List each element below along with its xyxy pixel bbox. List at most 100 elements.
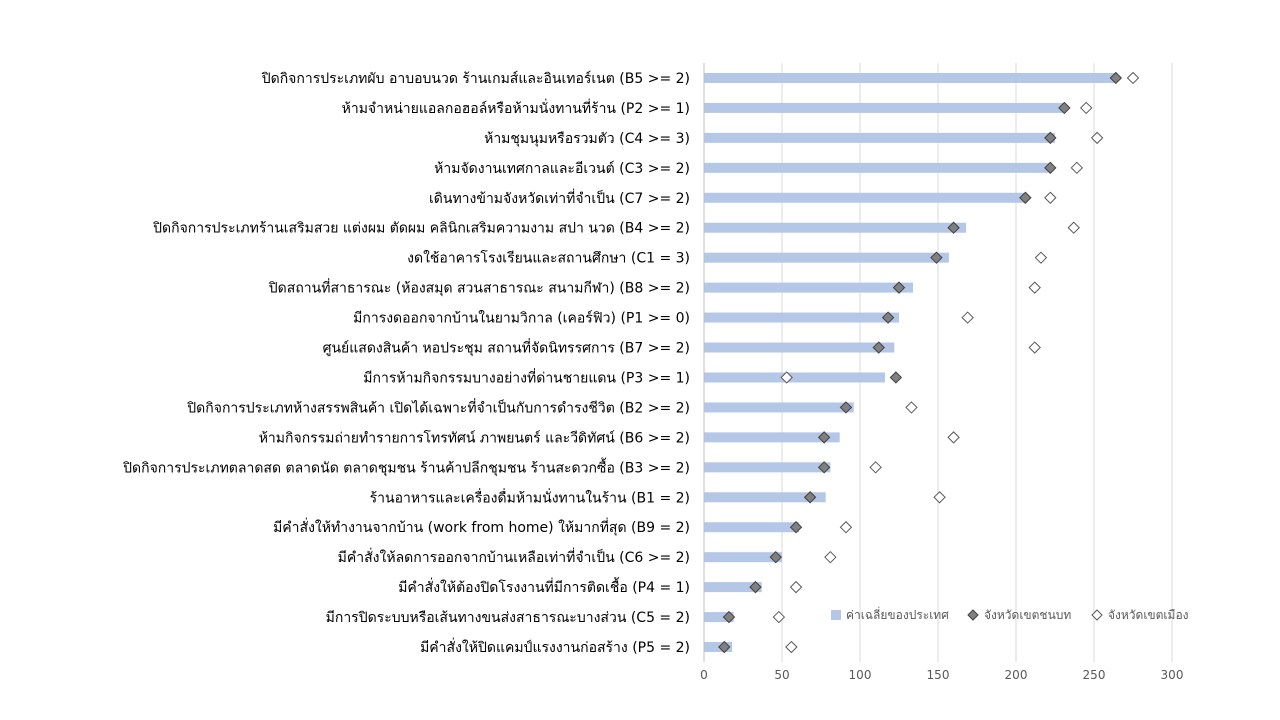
gridlines	[781, 63, 1173, 662]
marker-rural	[947, 221, 960, 234]
category-label: มีคำสั่งให้ต้องปิดโรงงานที่มีการติดเชื้อ…	[398, 577, 690, 596]
marker-rural	[889, 371, 903, 384]
marker-rural	[1109, 71, 1123, 85]
x-tick-label: 300	[1161, 668, 1184, 682]
marker-urban	[1044, 191, 1057, 204]
category-label: ปิดกิจการประเภทตลาดสด ตลาดนัด ตลาดชุมชน …	[123, 457, 690, 476]
bar-national-average	[704, 132, 1055, 143]
category-label: มีคำสั่งให้ลดการออกจากบ้านเหลือเท่าที่จำ…	[338, 548, 690, 566]
bar-national-average	[704, 312, 899, 323]
marker-urban	[947, 431, 960, 444]
x-tick-label: 200	[1005, 668, 1028, 682]
bar-national-average	[704, 372, 885, 383]
category-labels: ปิดกิจการประเภทผับ อาบอบนวด ร้านเกมส์และ…	[123, 70, 690, 656]
marker-rural	[872, 341, 885, 354]
marker-rural	[769, 550, 782, 564]
marker-rural	[892, 281, 906, 294]
bar-national-average	[704, 342, 895, 353]
category-label: ห้ามจัดงานเทศกาลและอีเวนต์ (C3 >= 2)	[434, 160, 690, 177]
category-label: มีการงดออกจากบ้านในยามวิกาล (เคอร์ฟิว) (…	[353, 310, 690, 327]
marker-rural	[718, 640, 731, 654]
bar-national-average	[704, 612, 734, 623]
marker-rural	[1044, 131, 1057, 145]
marker-rural	[789, 521, 803, 534]
category-label: มีการห้ามกิจกรรมบางอย่างที่ด่านชายแดน (P…	[363, 368, 690, 386]
marker-urban	[785, 640, 798, 654]
category-label: ศูนย์แสดงสินค้า หอประชุม สถานที่จัดนิทรร…	[323, 339, 690, 357]
marker-rural	[881, 311, 895, 324]
marker-rural	[930, 251, 943, 264]
marker-urban	[1079, 101, 1093, 115]
category-label: ห้ามชุมนุมหรือรวมตัว (C4 >= 3)	[484, 131, 690, 147]
marker-urban	[1028, 341, 1041, 354]
x-tick-label: 0	[700, 668, 708, 682]
marker-urban	[905, 401, 918, 414]
bar-national-average	[704, 192, 1027, 203]
marker-rural	[1019, 191, 1032, 204]
bar-national-average	[704, 222, 967, 233]
category-label: เดินทางข้ามจังหวัดเท่าที่จำเป็น (C7 >= 2…	[429, 189, 690, 207]
category-label: ปิดสถานที่สาธารณะ (ห้องสมุด สวนสาธารณะ ส…	[268, 279, 690, 297]
category-label: มีคำสั่งให้ทำงานจากบ้าน (work from home)…	[273, 518, 690, 536]
marker-urban	[1034, 251, 1048, 264]
legend-swatch-bar	[831, 610, 841, 620]
marker-urban	[1070, 161, 1084, 175]
marker-urban	[789, 580, 803, 594]
x-tick-labels: 0 50 100 150 200 250 300	[700, 668, 1183, 682]
bar-national-average	[704, 492, 826, 503]
legend-label: ค่าเฉลี่ยของประเทศ	[846, 606, 949, 622]
bar-national-average	[704, 252, 949, 263]
bar-national-average	[704, 432, 840, 443]
x-tick-label: 150	[927, 668, 950, 682]
bar-national-average	[704, 162, 1052, 173]
marker-series	[718, 71, 1140, 654]
x-tick-label: 100	[849, 668, 872, 682]
marker-rural	[839, 401, 853, 414]
legend: ค่าเฉลี่ยของประเทศ จังหวัดเขตชนบท จังหวัดเ…	[831, 606, 1189, 622]
bar-national-average	[704, 642, 733, 653]
marker-rural	[722, 610, 736, 624]
marker-urban	[780, 371, 793, 384]
bar-national-average	[704, 72, 1118, 83]
bar-national-average	[704, 282, 914, 293]
marker-urban	[869, 461, 882, 474]
legend-swatch-rural	[967, 609, 979, 621]
x-tick-label: 50	[774, 668, 789, 682]
bar-national-average	[704, 582, 762, 593]
category-label: มีการปิดระบบหรือเส้นทางขนส่งสาธารณะบางส่…	[326, 610, 690, 626]
category-label: ห้ามจำหน่ายแอลกอฮอล์หรือห้ามนั่งทานที่ร้…	[342, 99, 690, 117]
bar-national-average	[704, 462, 831, 473]
category-label: มีคำสั่งให้ปิดแคมป์แรงงานก่อสร้าง (P5 = …	[420, 638, 690, 656]
marker-rural	[749, 580, 762, 594]
marker-rural	[1058, 101, 1071, 115]
marker-rural	[803, 491, 817, 504]
category-label: งดใช้อาคารโรงเรียนและสถานศึกษา (C1 = 3)	[407, 250, 690, 267]
legend-swatch-urban	[1091, 609, 1103, 621]
marker-urban	[1067, 221, 1080, 234]
category-label: ปิดกิจการประเภทผับ อาบอบนวด ร้านเกมส์และ…	[261, 70, 690, 87]
category-label: ปิดกิจการประเภทห้างสรรพสินค้า เปิดได้เฉพ…	[187, 398, 690, 416]
marker-rural	[817, 461, 831, 474]
category-label: ห้ามกิจกรรมถ่ายทำรายการโทรทัศน์ ภาพยนตร์…	[259, 429, 690, 446]
x-tick-label: 250	[1083, 668, 1106, 682]
marker-rural	[817, 431, 831, 444]
marker-rural	[1044, 161, 1057, 175]
marker-urban	[772, 610, 786, 624]
category-label: ร้านอาหารและเครื่องดื่มห้ามนั่งทานในร้าน…	[370, 488, 690, 506]
legend-label: จังหวัดเขตชนบท	[984, 608, 1071, 622]
marker-urban	[961, 311, 974, 324]
bar-national-average	[704, 402, 854, 413]
bar-national-average	[704, 522, 800, 533]
marker-urban	[824, 550, 837, 564]
marker-urban	[1090, 131, 1104, 145]
category-label: ปิดกิจการประเภทร้านเสริมสวย แต่งผม ตัดผม…	[153, 221, 690, 237]
marker-urban	[1028, 281, 1041, 294]
legend-label: จังหวัดเขตเมือง	[1108, 608, 1189, 622]
bar-national-average	[704, 102, 1066, 113]
marker-urban	[839, 521, 853, 534]
marker-urban	[933, 491, 946, 504]
marker-urban	[1126, 71, 1140, 85]
bar-series	[704, 72, 1118, 653]
bar-national-average	[704, 552, 782, 563]
